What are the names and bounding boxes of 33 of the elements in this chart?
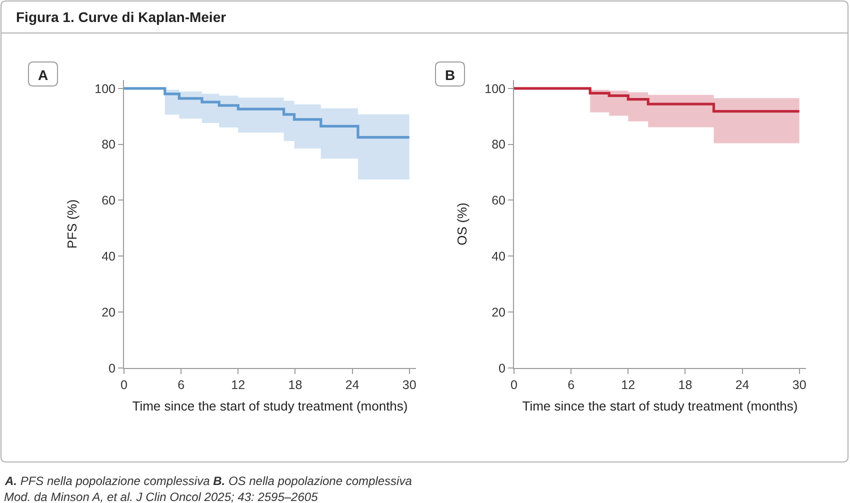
x-tick-label: 30 [402,378,416,392]
x-tick-label: 6 [178,378,185,392]
y-tick-label: 40 [492,250,506,264]
y-tick-label: 60 [492,194,506,208]
x-tick-label: 24 [735,378,750,392]
text: A. PFS nella popolazione complessiva B. OS nella popolazione complessiva [4,474,412,488]
x-axis-title: Time since the start of study treatment (months) [132,398,408,414]
x-tick-label: 12 [621,378,636,392]
chart-title: B [445,67,456,83]
text: Figura 1. Curve di Kaplan-Meier [16,9,227,25]
y-tick-label: 20 [492,305,506,320]
y-tick-label: 80 [102,138,116,152]
y-tick-label: 0 [498,361,506,376]
x-tick-label: 12 [231,378,246,392]
y-tick-label: 40 [102,250,116,264]
x-tick-label: 6 [568,378,575,392]
y-axis-title: PFS (%) [64,199,80,249]
chart-title: A [38,67,48,83]
y-tick-label: 80 [492,138,506,152]
y-axis-title: OS (%) [454,202,470,246]
x-tick-label: 18 [288,378,302,392]
text: Mod. da Minson A, et al. J Clin Oncol 2025; 43: 2595–2605 [4,490,318,503]
x-tick-label: 18 [678,378,692,392]
x-tick-label: 30 [792,378,806,392]
y-tick-label: 100 [94,82,116,96]
x-tick-label: 24 [345,378,360,392]
y-tick-label: 60 [102,194,116,208]
x-tick-label: 0 [120,378,128,392]
x-axis-title: Time since the start of study treatment (months) [522,398,798,414]
y-tick-label: 100 [484,82,506,96]
y-tick-label: 0 [108,361,116,376]
y-tick-label: 20 [102,305,116,320]
x-tick-label: 0 [510,378,518,392]
